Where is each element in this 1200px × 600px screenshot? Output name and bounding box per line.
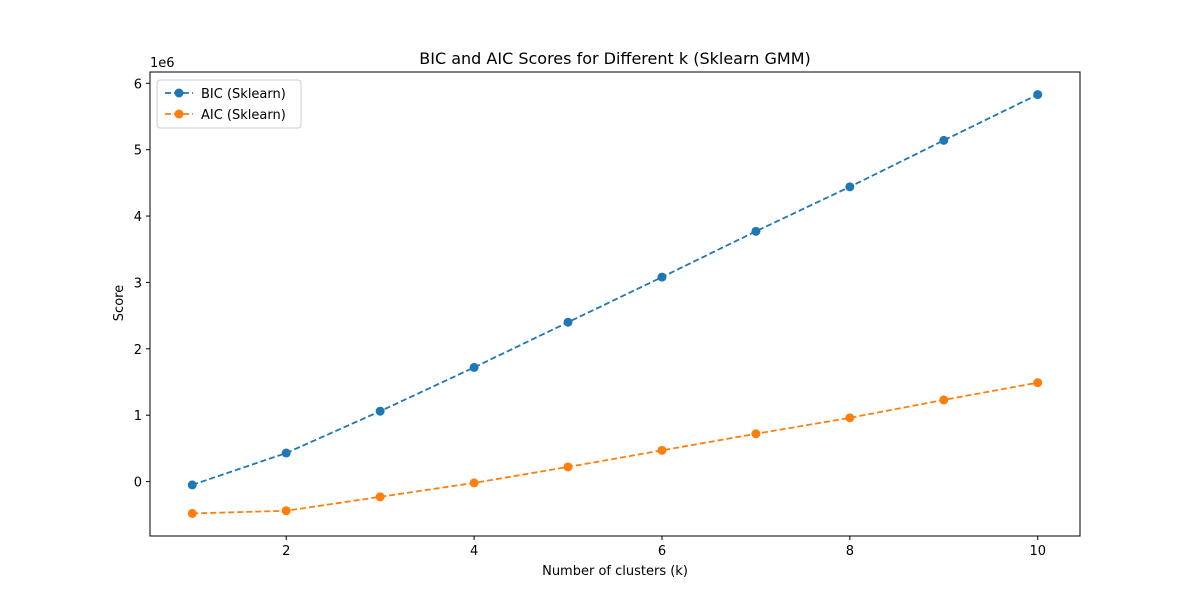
y-tick-label: 0 xyxy=(134,476,142,491)
y-tick-label: 6 xyxy=(134,77,142,92)
data-point xyxy=(751,226,761,236)
data-point xyxy=(375,406,385,416)
y-tick-label: 2 xyxy=(134,343,142,358)
data-point xyxy=(281,448,291,458)
x-tick-label: 2 xyxy=(282,544,290,559)
data-point xyxy=(1033,378,1043,388)
data-point xyxy=(939,395,949,405)
legend: BIC (Sklearn) AIC (Sklearn) xyxy=(156,79,302,129)
plot-area: 2 4 6 8 10 0 1 2 3 4 5 6 xyxy=(134,71,1081,559)
y-offset-label: 1e6 xyxy=(150,56,175,71)
data-point xyxy=(187,508,197,518)
data-point xyxy=(375,492,385,502)
legend-swatch-marker xyxy=(174,109,184,119)
data-point xyxy=(1033,90,1043,100)
x-axis-label: Number of clusters (k) xyxy=(542,564,688,579)
legend-swatch-marker xyxy=(174,88,184,98)
y-tick-label: 1 xyxy=(134,409,142,424)
x-tick-label: 8 xyxy=(846,544,854,559)
data-point xyxy=(657,272,667,282)
data-point xyxy=(845,413,855,423)
x-tick-label: 6 xyxy=(658,544,666,559)
data-point xyxy=(845,182,855,192)
axes-frame xyxy=(149,71,1081,537)
data-point xyxy=(563,317,573,327)
y-tick-label: 3 xyxy=(134,276,142,291)
y-tick-label: 5 xyxy=(134,144,142,159)
legend-label: BIC (Sklearn) xyxy=(201,87,286,102)
data-point xyxy=(751,429,761,439)
y-tick-label: 4 xyxy=(134,210,142,225)
x-tick-label: 4 xyxy=(470,544,478,559)
data-point xyxy=(469,362,479,372)
series-line-bic xyxy=(191,93,1039,486)
data-point xyxy=(187,480,197,490)
data-point xyxy=(281,506,291,516)
data-point xyxy=(939,135,949,145)
series-line-aic xyxy=(192,381,1038,515)
chart-title: BIC and AIC Scores for Different k (Skle… xyxy=(419,49,810,68)
x-tick-label: 10 xyxy=(1029,544,1046,559)
data-point xyxy=(563,462,573,472)
y-axis-label: Score xyxy=(112,285,127,321)
data-point xyxy=(657,445,667,455)
data-point xyxy=(469,478,479,488)
legend-label: AIC (Sklearn) xyxy=(201,108,286,123)
legend-box xyxy=(156,79,302,129)
